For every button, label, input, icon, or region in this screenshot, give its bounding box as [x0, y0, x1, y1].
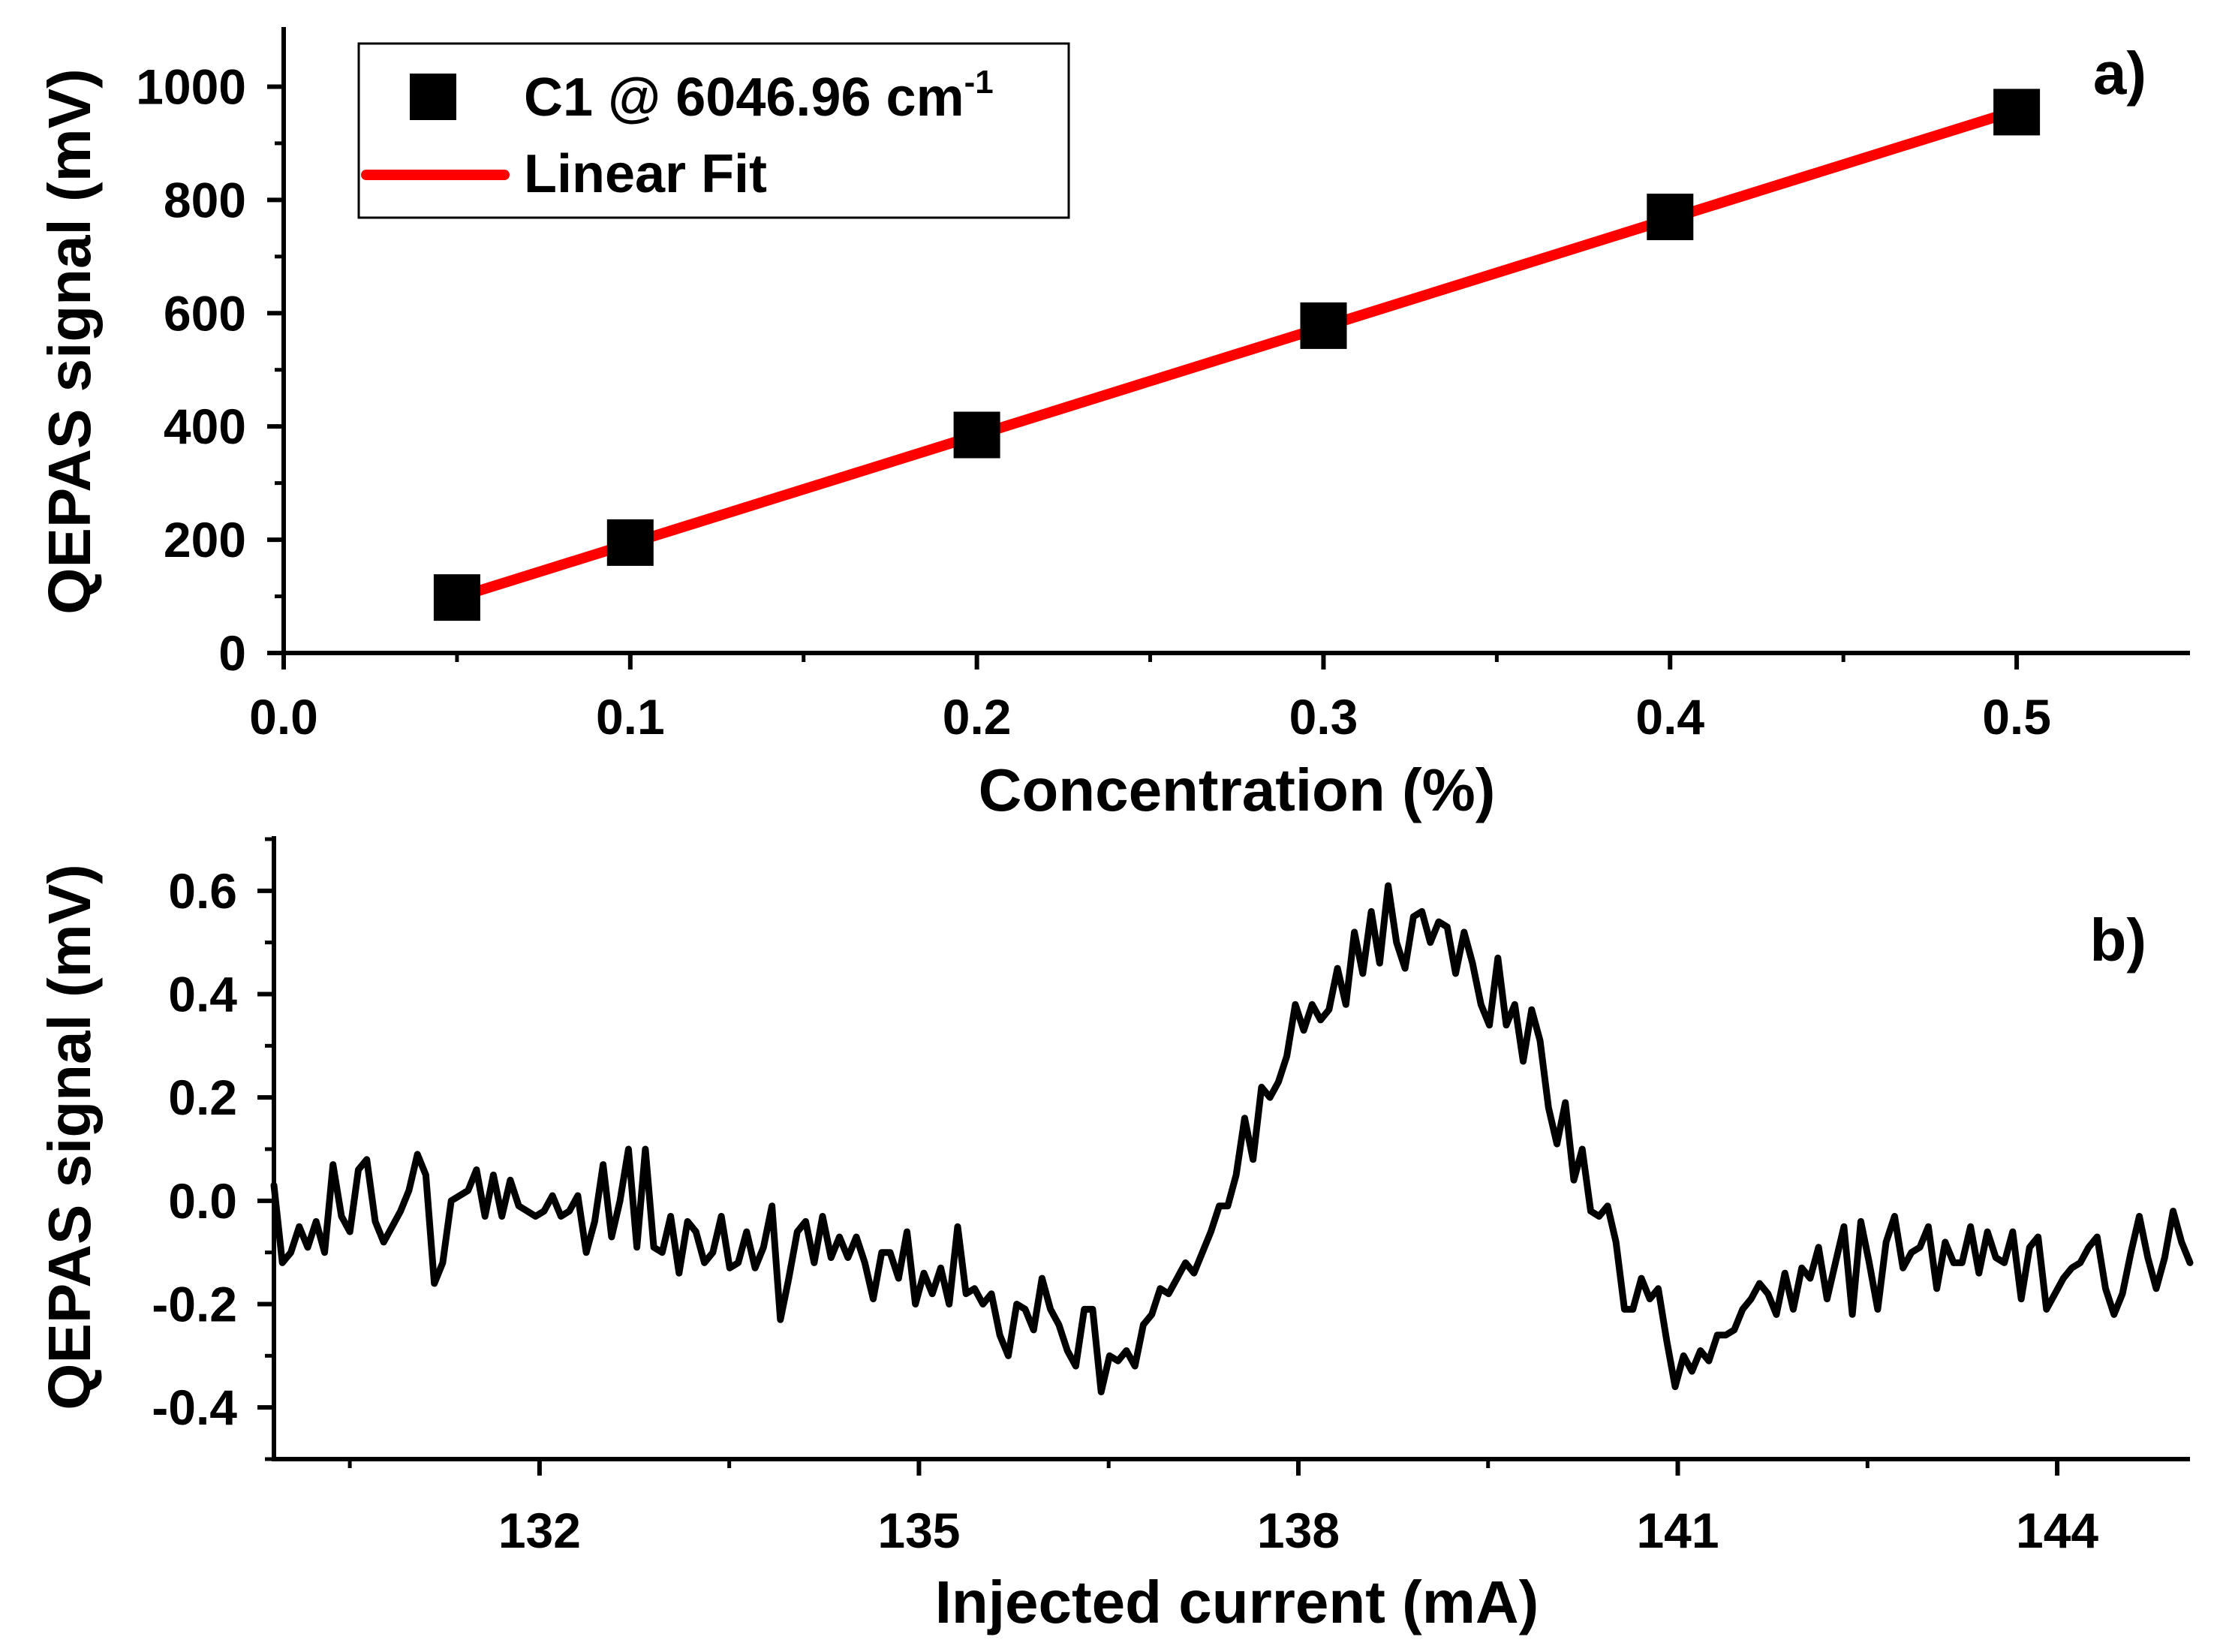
panel-b-y-tick-label-1: -0.2 [152, 1277, 237, 1332]
legend-label-c1-main: C1 @ 6046.96 cm [524, 68, 964, 128]
panel-b-line-group [270, 882, 2194, 1395]
data-point-0 [433, 574, 480, 621]
panel-a-y-ticks: 0 200 400 600 800 1000 [136, 59, 284, 681]
legend-label-linear-fit: Linear Fit [524, 144, 767, 204]
data-point-3 [1300, 302, 1347, 349]
panel-a-y-tick-label-0: 0 [218, 625, 246, 681]
panel-a-x-tick-label-2: 0.2 [943, 689, 1012, 745]
panel-a-y-tick-label-3: 600 [164, 285, 246, 341]
panel-a-y-axis-label: QEPAS signal (mV) [36, 68, 103, 615]
panel-b-y-ticks: -0.4 -0.2 0.0 0.2 0.4 0.6 [152, 837, 274, 1461]
signal-line [270, 882, 2194, 1395]
panel-b-y-tick-label-5: 0.6 [168, 863, 237, 919]
panel-a-x-ticks: 0.0 0.1 0.2 0.3 0.4 0.5 [249, 653, 2051, 745]
legend-label-c1-sup: -1 [964, 64, 994, 101]
panel-a-fit-line-group [451, 105, 2023, 603]
panel-a-x-tick-label-1: 0.1 [596, 689, 665, 745]
legend: C1 @ 6046.96 cm-1 Linear Fit [357, 42, 1070, 219]
panel-b-plot-area [274, 839, 2190, 1459]
data-point-5 [1993, 89, 2041, 136]
legend-box [357, 42, 1070, 219]
data-point-1 [606, 519, 654, 566]
panel-b-x-tick-label-0: 132 [498, 1503, 581, 1558]
panel-a-y-tick-label-5: 1000 [136, 59, 246, 114]
panel-b-x-tick-label-1: 135 [877, 1503, 960, 1558]
data-point-2 [953, 411, 1000, 459]
panel-b-x-tick-label-4: 144 [2016, 1503, 2098, 1558]
panel-a-x-axis-label: Concentration (%) [979, 757, 1496, 823]
panel-b-label: b) [2089, 907, 2146, 973]
panel-b-x-tick-label-3: 141 [1636, 1503, 1719, 1558]
data-point-4 [1647, 194, 1694, 240]
panel-a-y-tick-label-1: 200 [164, 512, 246, 567]
linear-fit-line [451, 105, 2023, 603]
panel-b-y-axis-label: QEPAS signal (mV) [36, 864, 103, 1410]
panel-a-x-tick-label-5: 0.5 [1982, 689, 2051, 745]
legend-marker-square [410, 74, 456, 120]
panel-a: 0.0 0.1 0.2 0.3 0.4 0.5 0 200 400 600 800 1000 Con… [36, 27, 2190, 823]
legend-label-c1: C1 @ 6046.96 cm-1 [524, 64, 994, 128]
panel-a-x-tick-label-4: 0.4 [1635, 689, 1704, 745]
panel-a-x-tick-label-0: 0.0 [249, 689, 318, 745]
panel-b-x-axis-label: Injected current (mA) [935, 1569, 1539, 1635]
panel-b-y-tick-label-0: -0.4 [152, 1380, 237, 1435]
panel-a-y-tick-label-4: 800 [164, 172, 246, 227]
panel-b-y-tick-label-3: 0.2 [168, 1070, 237, 1125]
panel-a-label: a) [2093, 40, 2146, 107]
panel-b-y-tick-label-4: 0.4 [168, 967, 237, 1022]
panel-b-x-tick-label-2: 138 [1257, 1503, 1340, 1558]
panel-a-x-tick-label-3: 0.3 [1289, 689, 1358, 745]
panel-b-y-tick-label-2: 0.0 [168, 1173, 237, 1229]
panel-b-x-ticks: 132 135 138 141 144 [347, 1459, 2098, 1558]
panel-a-points-group [433, 89, 2041, 621]
panel-b: 132 135 138 141 144 -0.4 -0.2 0.0 0.2 0.4 0.6 Inj… [36, 836, 2194, 1635]
panel-a-y-tick-label-2: 400 [164, 399, 246, 454]
